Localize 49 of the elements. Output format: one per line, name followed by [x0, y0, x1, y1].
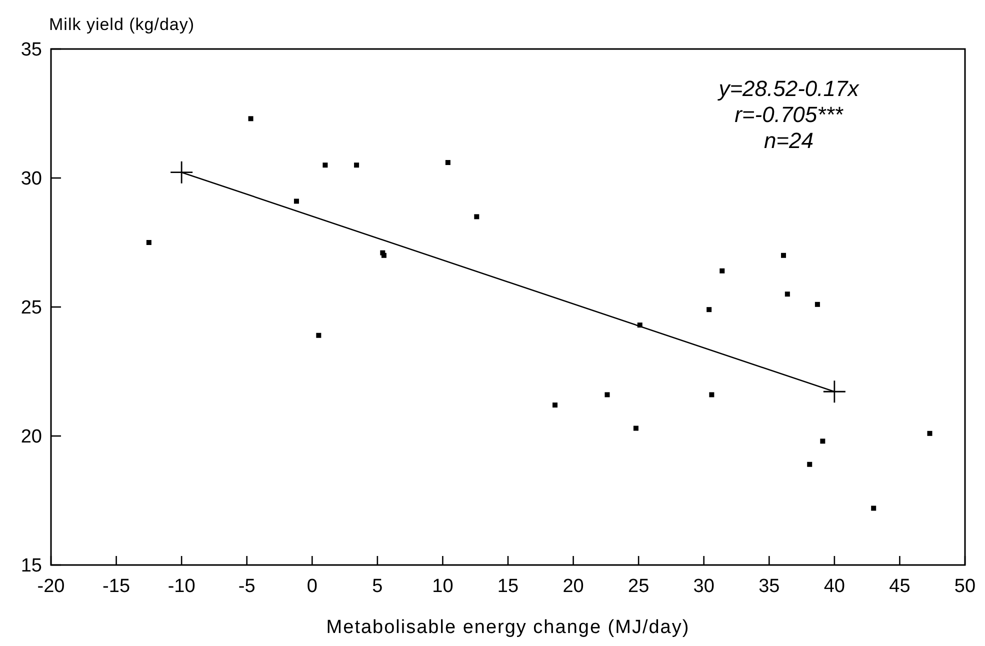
point: [871, 506, 876, 511]
x-tick-label: 10: [432, 576, 454, 597]
x-tick-label: 5: [372, 576, 383, 597]
x-tick-label: -15: [102, 576, 130, 597]
point: [820, 438, 826, 444]
point: [633, 426, 638, 431]
x-tick-label: 0: [306, 576, 318, 597]
point: [552, 402, 558, 408]
point: [381, 252, 386, 258]
point: [720, 268, 725, 274]
y-tick-label: 20: [20, 426, 42, 448]
point: [706, 307, 712, 312]
annotation: y=28.52-0.17x: [716, 76, 860, 101]
point: [604, 392, 610, 398]
annotation: n=24: [764, 128, 814, 153]
x-tick-label: 45: [889, 576, 910, 597]
point: [709, 392, 714, 398]
x-tick-label: 25: [628, 576, 650, 597]
point: [294, 198, 299, 204]
annotation: r=-0.705***: [734, 102, 844, 127]
point: [322, 162, 328, 168]
y-tick-label: 30: [20, 168, 42, 190]
point: [146, 240, 152, 245]
point: [781, 252, 786, 258]
x-tick-label: -5: [238, 576, 256, 597]
point: [474, 214, 480, 220]
y-tick-label: 35: [20, 40, 42, 61]
x-tick-label: 50: [954, 576, 976, 597]
point: [823, 380, 846, 403]
x-tick-label: 15: [497, 576, 519, 597]
point: [170, 161, 193, 184]
x-tick-label: 35: [758, 576, 780, 597]
point: [814, 302, 820, 307]
point: [784, 292, 790, 297]
x-tick-label: 30: [693, 576, 714, 597]
point: [316, 332, 322, 338]
y-tick-label: 25: [20, 298, 42, 319]
x-axis-title: Metabolisable energy change (MJ/day): [326, 617, 690, 638]
x-tick-label: 20: [562, 576, 584, 597]
y-tick-label: 15: [20, 556, 42, 577]
point: [445, 160, 450, 166]
x-tick-label: -20: [37, 576, 65, 597]
x-tick-label: 40: [824, 576, 845, 597]
point: [248, 116, 254, 122]
point: [354, 162, 360, 168]
x-tick-label: -10: [168, 576, 196, 597]
point: [807, 462, 812, 467]
point: [927, 430, 932, 436]
y-axis-title: Milk yield (kg/day): [49, 15, 195, 34]
